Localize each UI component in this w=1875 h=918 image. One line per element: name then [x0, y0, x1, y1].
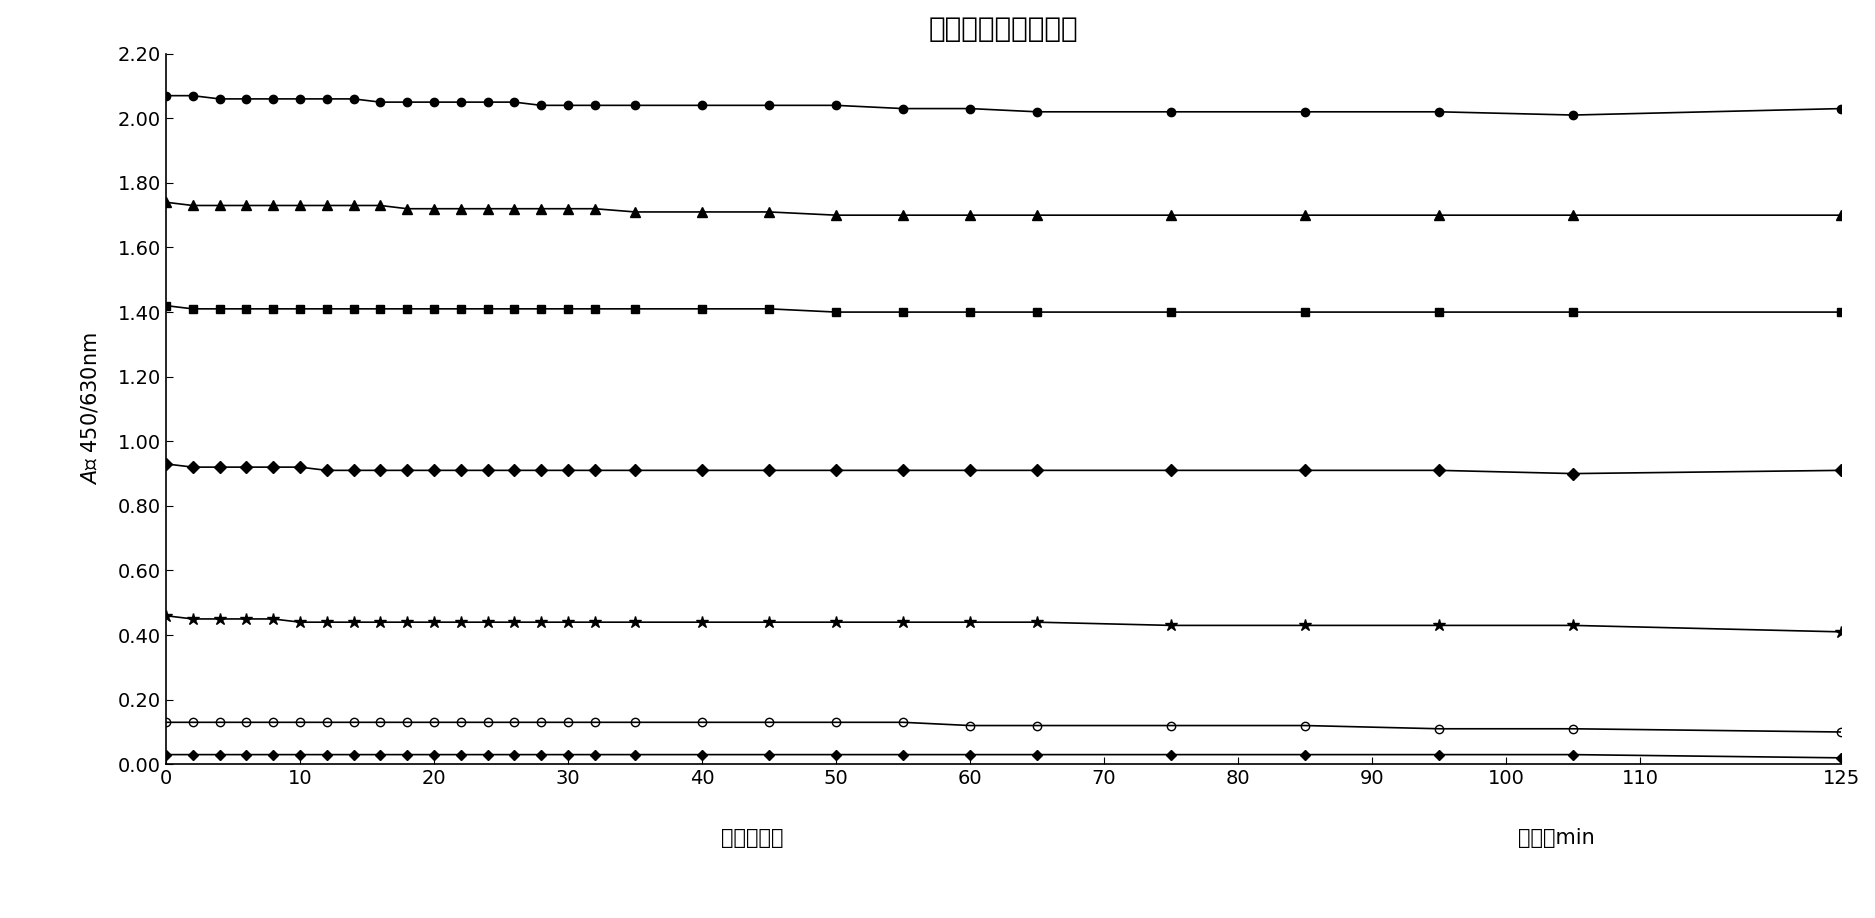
Title: 终止后显色能力评价: 终止后显色能力评价 — [928, 15, 1078, 43]
Text: $A$值 450/630nm: $A$值 450/630nm — [81, 332, 101, 486]
Text: 单位：min: 单位：min — [1519, 828, 1596, 848]
Text: 终止后时间: 终止后时间 — [722, 828, 784, 848]
